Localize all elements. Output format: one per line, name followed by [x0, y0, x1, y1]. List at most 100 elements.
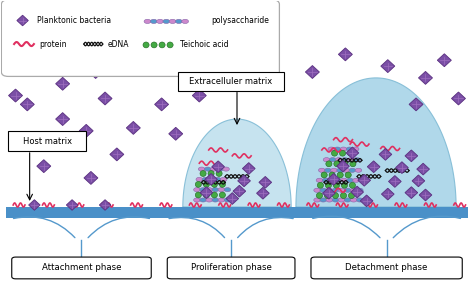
Circle shape [343, 168, 349, 172]
Circle shape [163, 19, 170, 23]
Polygon shape [127, 121, 140, 134]
Ellipse shape [339, 150, 346, 156]
Ellipse shape [337, 172, 343, 178]
Ellipse shape [159, 42, 165, 48]
Polygon shape [110, 148, 124, 161]
Polygon shape [396, 162, 408, 173]
Circle shape [223, 167, 229, 171]
Ellipse shape [151, 42, 157, 48]
Polygon shape [256, 187, 269, 199]
Circle shape [353, 178, 359, 182]
Circle shape [316, 178, 323, 182]
Polygon shape [405, 187, 418, 198]
Ellipse shape [167, 42, 173, 48]
Circle shape [218, 198, 225, 202]
Polygon shape [409, 98, 423, 111]
Circle shape [320, 198, 327, 202]
Polygon shape [405, 150, 418, 162]
Ellipse shape [341, 182, 347, 188]
Ellipse shape [324, 193, 330, 198]
Polygon shape [367, 161, 380, 173]
Circle shape [206, 188, 212, 192]
FancyBboxPatch shape [178, 72, 284, 91]
Polygon shape [233, 185, 246, 197]
Ellipse shape [219, 181, 226, 187]
Circle shape [326, 198, 333, 202]
Ellipse shape [203, 181, 210, 187]
Polygon shape [37, 160, 51, 173]
Polygon shape [212, 161, 225, 173]
Circle shape [212, 188, 219, 192]
Polygon shape [55, 113, 70, 126]
Circle shape [341, 178, 347, 182]
Circle shape [182, 19, 189, 23]
Circle shape [329, 158, 336, 162]
Ellipse shape [348, 193, 355, 198]
Ellipse shape [216, 170, 222, 176]
Circle shape [208, 177, 215, 181]
Ellipse shape [143, 42, 149, 48]
Circle shape [210, 167, 217, 171]
Polygon shape [438, 54, 451, 67]
Circle shape [336, 158, 342, 162]
Text: protein: protein [39, 40, 66, 48]
Polygon shape [192, 89, 206, 102]
Circle shape [338, 198, 345, 202]
Circle shape [350, 188, 357, 192]
Polygon shape [200, 187, 213, 198]
Polygon shape [322, 187, 335, 199]
Circle shape [346, 178, 353, 182]
Circle shape [314, 188, 320, 192]
Polygon shape [351, 186, 364, 198]
Ellipse shape [203, 192, 210, 198]
Polygon shape [55, 77, 70, 90]
Polygon shape [89, 66, 103, 78]
Ellipse shape [331, 150, 337, 156]
Polygon shape [419, 189, 432, 201]
Polygon shape [79, 124, 93, 137]
Polygon shape [17, 15, 28, 26]
Ellipse shape [208, 170, 214, 176]
Ellipse shape [211, 181, 218, 187]
Circle shape [198, 167, 205, 171]
FancyBboxPatch shape [1, 0, 279, 76]
Polygon shape [98, 92, 112, 105]
Circle shape [326, 188, 333, 192]
Circle shape [220, 177, 227, 181]
Circle shape [200, 198, 206, 202]
Ellipse shape [345, 172, 351, 178]
Circle shape [194, 188, 200, 192]
Circle shape [175, 19, 182, 23]
Circle shape [332, 198, 339, 202]
Circle shape [323, 158, 330, 162]
Polygon shape [412, 175, 425, 187]
Bar [6, 207, 468, 218]
Ellipse shape [334, 161, 340, 167]
Polygon shape [183, 119, 291, 207]
Polygon shape [226, 193, 238, 204]
Text: eDNA: eDNA [108, 40, 129, 48]
Circle shape [356, 198, 363, 202]
FancyBboxPatch shape [9, 131, 86, 151]
Circle shape [314, 198, 320, 202]
Ellipse shape [349, 182, 356, 188]
Text: polysaccharide: polysaccharide [211, 16, 269, 25]
Circle shape [335, 178, 341, 182]
Circle shape [352, 147, 359, 151]
Ellipse shape [350, 161, 356, 167]
FancyBboxPatch shape [167, 257, 295, 279]
Circle shape [328, 178, 335, 182]
Polygon shape [28, 200, 40, 210]
Circle shape [334, 147, 341, 151]
Circle shape [332, 188, 339, 192]
FancyBboxPatch shape [311, 257, 462, 279]
Polygon shape [169, 127, 183, 140]
Ellipse shape [333, 182, 339, 188]
Polygon shape [100, 200, 111, 210]
Polygon shape [259, 176, 272, 188]
Ellipse shape [195, 181, 201, 187]
Circle shape [218, 188, 225, 192]
Circle shape [169, 19, 176, 23]
Circle shape [340, 147, 347, 151]
Circle shape [354, 158, 360, 162]
